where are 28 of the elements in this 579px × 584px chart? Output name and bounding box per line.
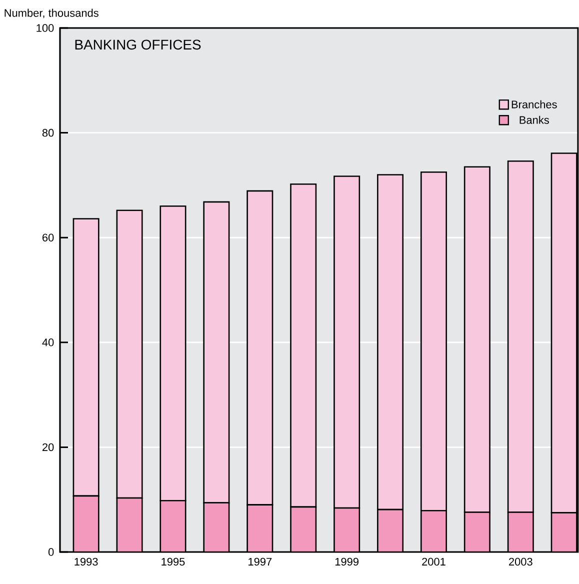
y-tick-label: 40 [42,338,54,346]
y-tick-label: 100 [36,24,54,32]
bar [334,508,360,552]
bar [378,510,403,552]
bar [160,500,186,552]
x-tick-label: 2001 [422,558,446,566]
x-tick-label: 1997 [248,558,272,566]
bar [74,496,99,552]
x-tick-label: 1999 [336,558,359,566]
bar [421,510,446,552]
bar [508,512,534,552]
legend-label: Banks [520,116,550,124]
x-tick-label: 1993 [74,558,98,566]
y-tick-label: 0 [48,548,54,556]
bar [550,512,578,552]
bar [290,506,316,552]
y-tick-label: 80 [42,128,54,137]
text: BANKING OFFICES [75,40,201,50]
x-tick-label: 1995 [162,558,185,566]
bar [464,512,490,552]
bar [117,498,142,552]
y-tick-label: 60 [42,234,54,242]
legend-label: Branches [512,100,557,108]
y-tick-label: 20 [42,443,54,452]
bar [247,504,273,552]
bar [204,502,230,552]
y-axis-title: Number, thousands [4,8,99,18]
x-tick-label: 2003 [509,558,532,566]
